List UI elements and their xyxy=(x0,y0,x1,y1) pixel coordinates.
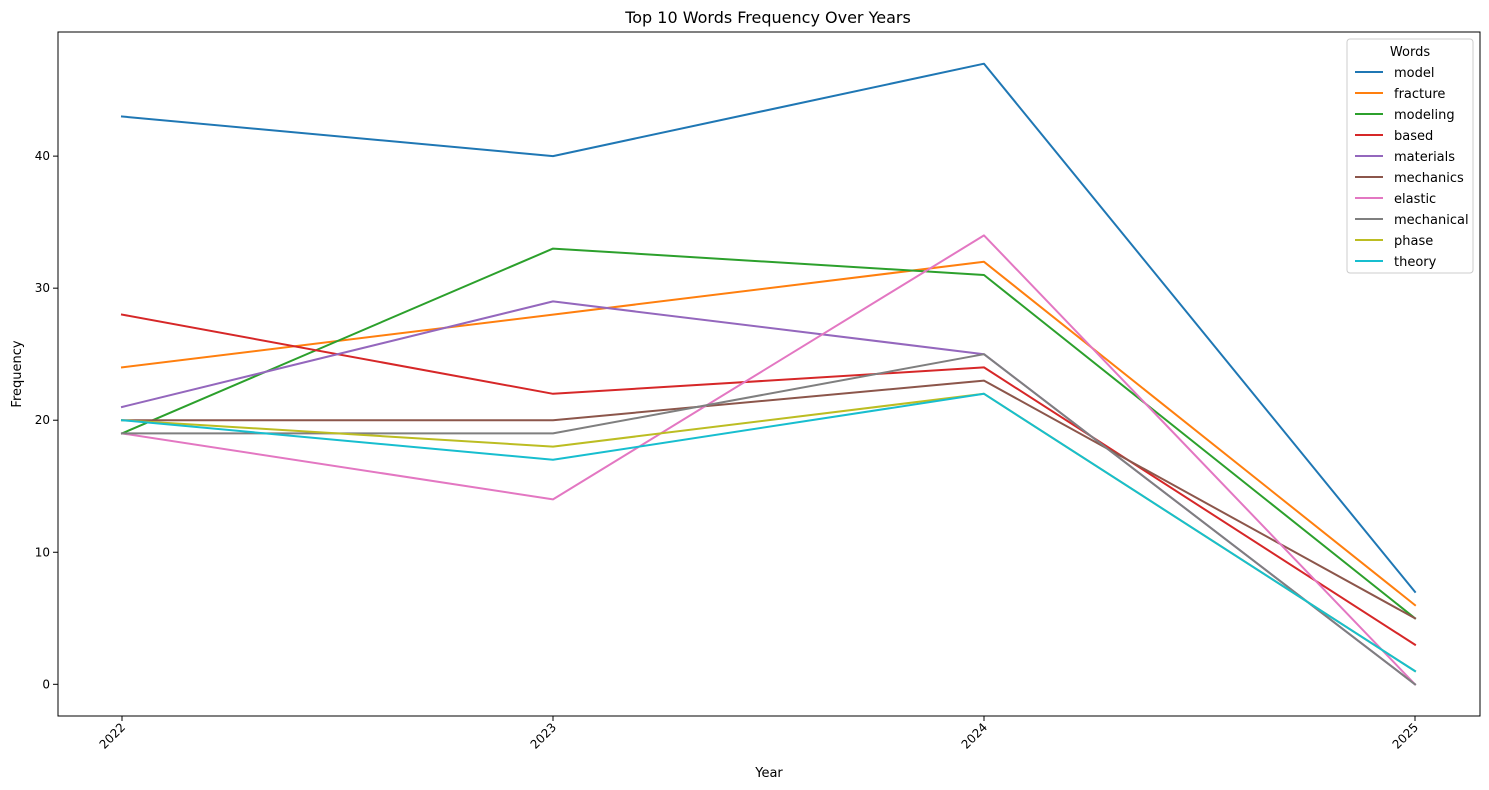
legend-box xyxy=(1346,38,1474,274)
y-tick-label: 40 xyxy=(35,149,50,163)
y-tick-label: 30 xyxy=(35,281,50,295)
legend-label-fracture: fracture xyxy=(1394,87,1445,102)
legend-label-theory: theory xyxy=(1394,255,1437,270)
x-axis: 2022 2023 2024 2025 xyxy=(97,716,1421,752)
series-line-phase xyxy=(120,392,1417,673)
x-tick-label: 2024 xyxy=(959,720,990,751)
series-line-materials xyxy=(120,300,1417,686)
y-tick-label: 0 xyxy=(42,677,50,691)
y-tick-label: 20 xyxy=(35,413,50,427)
legend-title: Words xyxy=(1390,45,1430,60)
series-line-based xyxy=(120,313,1417,647)
series-line-modeling xyxy=(120,247,1417,620)
y-axis-label: Frequency xyxy=(10,340,25,407)
series-line-model xyxy=(120,62,1417,594)
series-line-theory xyxy=(120,392,1417,673)
x-tick-label: 2025 xyxy=(1390,720,1421,751)
legend-label-mechanics: mechanics xyxy=(1394,171,1464,186)
y-axis: 0 10 20 30 40 xyxy=(35,149,58,691)
legend-label-modeling: modeling xyxy=(1394,108,1455,123)
legend-label-model: model xyxy=(1394,66,1434,81)
legend-label-materials: materials xyxy=(1394,150,1455,165)
y-tick-label: 10 xyxy=(35,545,50,559)
legend-label-elastic: elastic xyxy=(1394,192,1436,207)
plot-area-frame xyxy=(57,31,1481,717)
x-axis-label: Year xyxy=(754,766,783,781)
legend-items: model fracture modeling based materials mecha… xyxy=(1355,66,1469,270)
legend-label-mechanical: mechanical xyxy=(1394,213,1469,228)
chart-title: Top 10 Words Frequency Over Years xyxy=(624,8,911,27)
legend: Words model fracture modeling based material… xyxy=(1346,38,1474,274)
series-line-mechanics xyxy=(121,379,1417,620)
series-line-elastic xyxy=(120,234,1417,686)
legend-label-based: based xyxy=(1394,129,1433,144)
series-lines xyxy=(120,62,1417,686)
x-tick-label: 2022 xyxy=(97,720,128,751)
x-tick-label: 2023 xyxy=(528,720,559,751)
legend-label-phase: phase xyxy=(1394,234,1433,249)
